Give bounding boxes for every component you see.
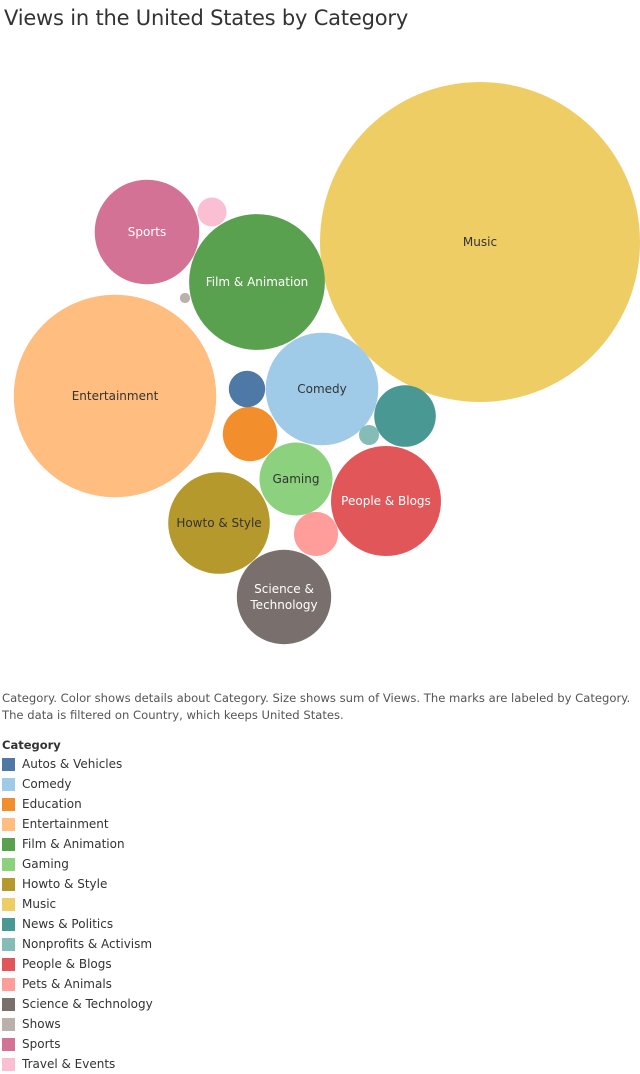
bubble-label-science-and-technology: Technology <box>249 598 317 612</box>
bubble-autos-and-vehicles[interactable] <box>228 370 266 408</box>
bubble-gaming[interactable] <box>259 442 333 516</box>
legend-item-nonprofits-and-activism[interactable]: Nonprofits & Activism <box>2 934 153 954</box>
bubble-sports[interactable] <box>94 179 200 285</box>
legend-swatch <box>2 877 15 891</box>
legend-swatch <box>2 1017 15 1031</box>
legend-swatch <box>2 817 15 831</box>
legend-label: Film & Animation <box>22 837 125 851</box>
legend-label: Shows <box>22 1017 61 1031</box>
legend-label: Gaming <box>22 857 69 871</box>
bubble-label-entertainment: Entertainment <box>72 389 159 403</box>
legend-swatch <box>2 797 15 811</box>
legend-item-comedy[interactable]: Comedy <box>2 774 153 794</box>
legend-item-education[interactable]: Education <box>2 794 153 814</box>
chart-caption: Category. Color shows details about Cate… <box>2 691 631 722</box>
bubble-science-and-technology[interactable] <box>236 549 332 645</box>
bubble-comedy[interactable] <box>265 332 379 446</box>
legend-item-shows[interactable]: Shows <box>2 1014 153 1034</box>
legend-label: News & Politics <box>22 917 114 931</box>
legend-swatch <box>2 917 15 931</box>
legend-item-sports[interactable]: Sports <box>2 1034 153 1054</box>
bubble-label-sports: Sports <box>128 225 166 239</box>
legend-title: Category <box>2 738 61 752</box>
bubble-label-people-and-blogs: People & Blogs <box>341 494 431 508</box>
legend-label: Pets & Animals <box>22 977 112 991</box>
bubble-nonprofits-and-activism[interactable] <box>359 425 379 445</box>
bubble-label-science-and-technology: Science & <box>254 582 314 596</box>
bubble-people-and-blogs[interactable] <box>331 446 441 556</box>
legend: Autos & Vehicles Comedy Education Entertain… <box>2 754 153 1074</box>
legend-swatch <box>2 997 15 1011</box>
bubble-label-gaming: Gaming <box>273 472 320 486</box>
bubble-news-and-politics[interactable] <box>374 385 436 447</box>
legend-label: Music <box>22 897 57 911</box>
legend-swatch <box>2 897 15 911</box>
bubble-education[interactable] <box>222 406 278 462</box>
legend-swatch <box>2 777 15 791</box>
legend-swatch <box>2 837 15 851</box>
legend-item-people-and-blogs[interactable]: People & Blogs <box>2 954 153 974</box>
legend-item-autos-and-vehicles[interactable]: Autos & Vehicles <box>2 754 153 774</box>
legend-item-howto-and-style[interactable]: Howto & Style <box>2 874 153 894</box>
bubble-travel-and-events[interactable] <box>197 197 227 227</box>
legend-item-travel-and-events[interactable]: Travel & Events <box>2 1054 153 1074</box>
bubble-howto-and-style[interactable] <box>168 472 270 574</box>
legend-label: Autos & Vehicles <box>22 757 123 771</box>
legend-item-news-and-politics[interactable]: News & Politics <box>2 914 153 934</box>
bubble-chart: Music Entertainment Film & Animation Comedy… <box>13 82 640 645</box>
legend-swatch <box>2 937 15 951</box>
legend-swatch <box>2 957 15 971</box>
legend-item-entertainment[interactable]: Entertainment <box>2 814 153 834</box>
bubble-music[interactable] <box>320 82 640 402</box>
legend-item-science-and-technology[interactable]: Science & Technology <box>2 994 153 1014</box>
bubble-pets-and-animals[interactable] <box>293 511 339 557</box>
bubble-film-and-animation[interactable] <box>189 214 325 350</box>
legend-swatch <box>2 1057 15 1071</box>
bubble-entertainment[interactable] <box>13 294 217 498</box>
legend-swatch <box>2 1037 15 1051</box>
legend-label: Education <box>22 797 82 811</box>
legend-label: Sports <box>22 1037 61 1051</box>
legend-label: Comedy <box>22 777 72 791</box>
bubble-label-howto-and-style: Howto & Style <box>176 516 261 530</box>
legend-item-music[interactable]: Music <box>2 894 153 914</box>
legend-item-film-and-animation[interactable]: Film & Animation <box>2 834 153 854</box>
legend-label: Nonprofits & Activism <box>22 937 153 951</box>
legend-swatch <box>2 977 15 991</box>
legend-label: Travel & Events <box>22 1057 116 1071</box>
legend-label: People & Blogs <box>22 957 112 971</box>
legend-label: Howto & Style <box>22 877 108 891</box>
legend-label: Entertainment <box>22 817 109 831</box>
legend-swatch <box>2 757 15 771</box>
bubble-label-comedy: Comedy <box>297 382 347 396</box>
legend-item-gaming[interactable]: Gaming <box>2 854 153 874</box>
bubble-label-music: Music <box>463 235 497 249</box>
legend-swatch <box>2 857 15 871</box>
bubble-label-film-and-animation: Film & Animation <box>206 275 309 289</box>
legend-item-pets-and-animals[interactable]: Pets & Animals <box>2 974 153 994</box>
bubble-shows[interactable] <box>179 292 191 304</box>
legend-label: Science & Technology <box>22 997 153 1011</box>
chart-title: Views in the United States by Category <box>4 6 409 30</box>
